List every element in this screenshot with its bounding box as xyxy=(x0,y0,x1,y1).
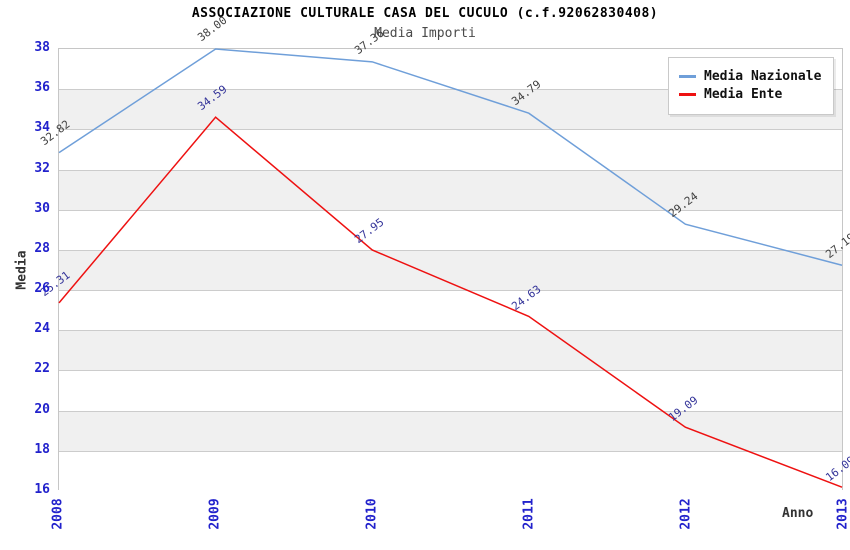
series-line xyxy=(58,48,843,266)
gridline xyxy=(59,209,842,211)
plot-band xyxy=(59,169,842,210)
x-tick-label: 2009 xyxy=(207,498,223,530)
legend-item-media-nazionale: Media Nazionale xyxy=(679,69,821,84)
y-tick-label: 34 xyxy=(34,120,50,136)
legend: Media Nazionale Media Ente xyxy=(668,57,835,115)
y-tick-label: 38 xyxy=(34,40,50,55)
y-axis-title: Media xyxy=(14,250,30,290)
legend-label: Media Nazionale xyxy=(704,69,822,84)
plot-band xyxy=(59,209,842,250)
plot-band xyxy=(59,290,842,331)
y-tick-label: 18 xyxy=(34,441,50,457)
plot-area: 32.82 38.00 37.36 34.79 29.24 27.19 25.31 34.59… xyxy=(38,14,850,491)
gridline xyxy=(59,410,842,412)
y-tick-label: 32 xyxy=(34,160,50,176)
series-line xyxy=(58,116,843,488)
y-tick-label: 26 xyxy=(34,281,50,297)
gridline xyxy=(59,89,842,91)
chart-subtitle: Media Importi xyxy=(374,26,476,41)
plot-band xyxy=(59,410,842,451)
x-tick-label: 2012 xyxy=(678,498,694,530)
y-tick-label: 22 xyxy=(34,361,50,377)
line-series-svg xyxy=(58,48,843,488)
plot-band xyxy=(59,330,842,371)
y-tick-label: 24 xyxy=(34,321,50,337)
x-tick-label: 2010 xyxy=(364,498,380,530)
x-tick-label: 2008 xyxy=(50,498,66,530)
y-tick-label: 30 xyxy=(34,200,50,216)
y-tick-label: 20 xyxy=(34,401,50,417)
legend-swatch-blue-line xyxy=(679,75,696,78)
x-tick-label: 2013 xyxy=(835,498,850,530)
gridline xyxy=(59,370,842,372)
y-tick-label: 28 xyxy=(34,240,50,256)
plot-band xyxy=(59,129,842,170)
plot-band xyxy=(59,370,842,411)
gridline xyxy=(59,129,842,131)
legend-item-media-ente: Media Ente xyxy=(679,87,821,102)
gridline xyxy=(59,290,842,292)
x-axis-title: Anno xyxy=(782,506,814,521)
plot-band xyxy=(59,450,842,491)
gridline xyxy=(59,249,842,251)
gridline xyxy=(59,330,842,332)
gridline xyxy=(59,450,842,452)
chart-title: ASSOCIAZIONE CULTURALE CASA DEL CUCULO (… xyxy=(191,6,659,21)
x-tick-label: 2011 xyxy=(521,498,537,530)
y-tick-label: 36 xyxy=(34,80,50,96)
y-tick-label: 16 xyxy=(34,482,50,497)
legend-label: Media Ente xyxy=(704,87,783,102)
legend-swatch-red-line xyxy=(679,93,696,96)
gridline xyxy=(59,169,842,171)
